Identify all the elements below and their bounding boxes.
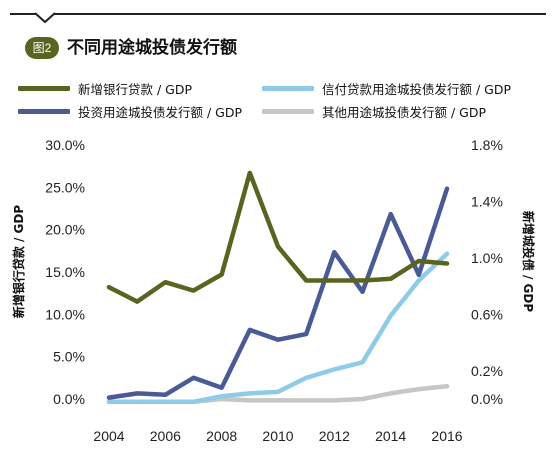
- x-tick-label: 2008: [206, 428, 237, 444]
- right-tick-label: 1.0%: [471, 250, 503, 266]
- series-line-1: [106, 251, 450, 405]
- legend-swatch: [262, 86, 314, 91]
- figure-badge: 图2: [25, 37, 59, 59]
- legend-item-investment: 投资用途城投债发行额 / GDP: [18, 102, 242, 121]
- legend-item-credit-loans: 信付贷款用途城投债发行额 / GDP: [262, 79, 511, 98]
- x-tick-label: 2010: [262, 428, 293, 444]
- legend-item-bank-loans: 新增银行贷款 / GDP: [18, 79, 192, 98]
- right-tick-label: 0.6%: [471, 306, 503, 322]
- legend-label: 投资用途城投债发行额 / GDP: [78, 105, 243, 120]
- left-tick-label: 5.0%: [53, 349, 85, 365]
- legend-label: 信付贷款用途城投债发行额 / GDP: [322, 82, 512, 97]
- x-tick-label: 2016: [431, 428, 462, 444]
- title-notch: [35, 12, 55, 24]
- legend-label: 其他用途城投债发行额 / GDP: [322, 105, 487, 120]
- left-tick-label: 10.0%: [45, 306, 85, 322]
- right-tick-label: 1.4%: [471, 193, 503, 209]
- x-tick-label: 2012: [319, 428, 350, 444]
- left-tick-label: 30.0%: [45, 137, 85, 153]
- legend-item-other: 其他用途城投债发行额 / GDP: [262, 102, 486, 121]
- right-tick-label: 0.0%: [471, 391, 503, 407]
- right-tick-label: 0.2%: [471, 363, 503, 379]
- x-tick-label: 2014: [375, 428, 406, 444]
- left-tick-label: 20.0%: [45, 222, 85, 238]
- series-line-2: [106, 186, 450, 400]
- left-tick-label: 0.0%: [53, 391, 85, 407]
- x-tick-label: 2004: [93, 428, 124, 444]
- left-tick-label: 25.0%: [45, 179, 85, 195]
- left-tick-label: 15.0%: [45, 264, 85, 280]
- x-tick-label: 2006: [150, 428, 181, 444]
- legend-swatch: [18, 86, 70, 91]
- legend-label: 新增银行贷款 / GDP: [78, 82, 193, 97]
- legend-swatch: [18, 109, 70, 114]
- top-rule: [10, 13, 546, 15]
- right-tick-label: 1.8%: [471, 137, 503, 153]
- series-line-0: [106, 170, 450, 304]
- chart-title: 不同用途城投债发行额: [67, 38, 237, 58]
- legend-swatch: [262, 109, 314, 114]
